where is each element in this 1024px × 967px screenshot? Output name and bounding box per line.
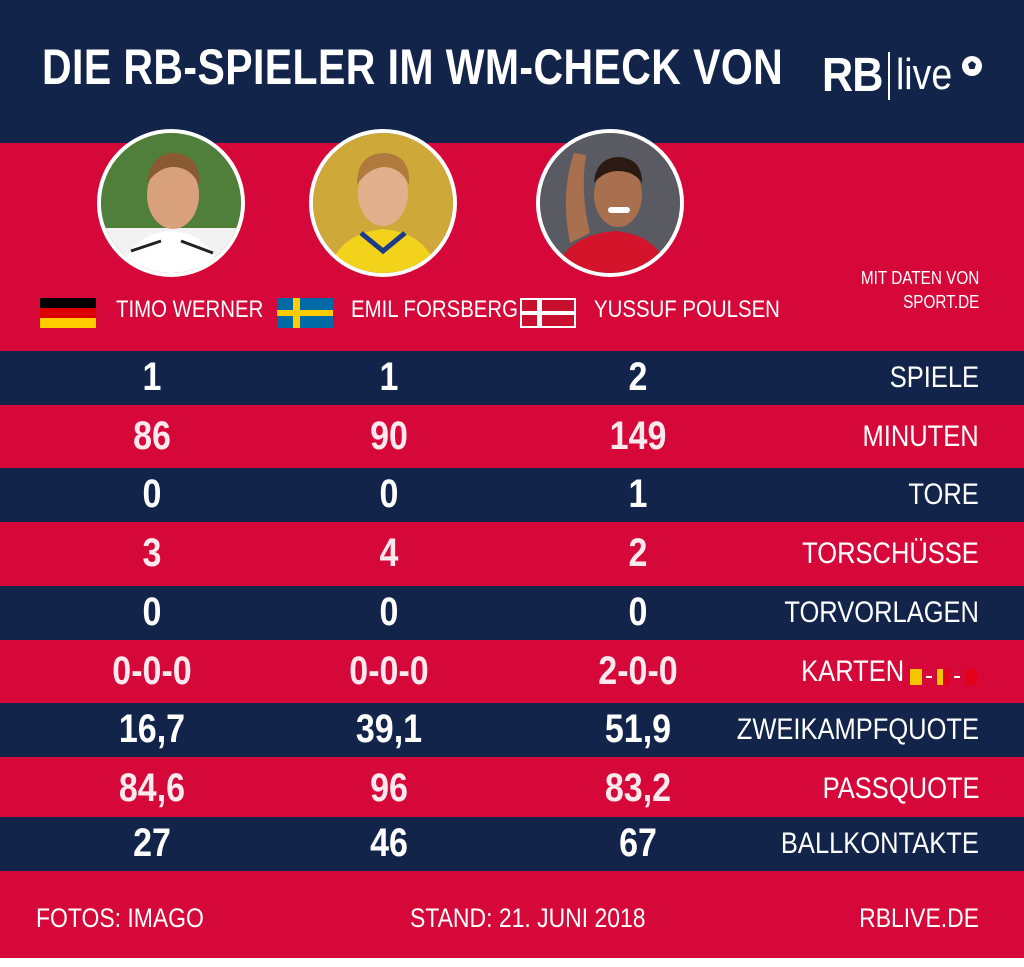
stat-label: BALLKONTAKTE bbox=[781, 827, 979, 860]
player-photo-werner bbox=[97, 129, 245, 277]
denmark-flag-icon bbox=[520, 298, 576, 328]
stat-value: 0-0-0 bbox=[112, 649, 192, 693]
stat-row-torvorlagen: 0 0 0 TORVORLAGEN bbox=[0, 586, 1024, 640]
stat-value: 0 bbox=[379, 472, 399, 516]
yellow-card-icon bbox=[910, 669, 922, 685]
stat-value: 51,9 bbox=[604, 707, 672, 751]
stat-label: KARTEN bbox=[801, 655, 904, 688]
header-bar: DIE RB-SPIELER IM WM-CHECK VON RB live bbox=[0, 0, 1024, 143]
stat-value: 39,1 bbox=[355, 707, 423, 751]
stat-value: 84,6 bbox=[118, 766, 186, 810]
stat-label: ZWEIKAMPFQUOTE bbox=[736, 713, 979, 746]
stat-value: 2 bbox=[628, 531, 648, 575]
stat-value: 0-0-0 bbox=[349, 649, 429, 693]
photo-credit: FOTOS: IMAGO bbox=[36, 903, 204, 933]
stat-value: 4 bbox=[379, 531, 399, 575]
stat-value: 90 bbox=[370, 414, 408, 458]
player-name: TIMO WERNER bbox=[116, 296, 264, 323]
stat-value: 46 bbox=[370, 821, 408, 865]
stat-value: 67 bbox=[619, 821, 657, 865]
stat-row-passquote: 84,6 96 83,2 PASSQUOTE bbox=[0, 762, 1024, 816]
stat-value: 96 bbox=[370, 766, 408, 810]
stat-value: 0 bbox=[379, 590, 399, 634]
stat-value: 0 bbox=[142, 472, 162, 516]
logo-rb-text: RB bbox=[822, 49, 883, 102]
stat-label: TORSCHÜSSE bbox=[802, 537, 979, 570]
germany-flag-icon bbox=[40, 298, 96, 328]
stat-value: 0 bbox=[142, 590, 162, 634]
data-source-note: MIT DATEN VON SPORT.DE bbox=[860, 268, 979, 312]
stat-label: TORE bbox=[908, 478, 979, 511]
date-stamp: STAND: 21. JUNI 2018 bbox=[410, 903, 646, 933]
player-photo-forsberg bbox=[309, 129, 457, 277]
logo-live-text: live bbox=[896, 50, 953, 99]
stat-row-tore: 0 0 1 TORE bbox=[0, 468, 1024, 522]
stat-label: TORVORLAGEN bbox=[784, 596, 979, 629]
stat-row-zweikampfquote: 16,7 39,1 51,9 ZWEIKAMPFQUOTE bbox=[0, 703, 1024, 757]
stat-value: 1 bbox=[628, 472, 648, 516]
stat-value: 1 bbox=[142, 355, 162, 399]
red-card-icon bbox=[965, 669, 977, 685]
soccer-ball-icon bbox=[960, 54, 984, 83]
stat-label: PASSQUOTE bbox=[822, 772, 979, 805]
stat-value: 2 bbox=[628, 355, 648, 399]
stat-label: SPIELE bbox=[889, 361, 979, 394]
stat-row-torschuesse: 3 4 2 TORSCHÜSSE bbox=[0, 527, 1024, 581]
stat-value: 86 bbox=[133, 414, 171, 458]
stat-value: 0 bbox=[628, 590, 648, 634]
player-name: EMIL FORSBERG bbox=[351, 296, 519, 323]
rblive-logo: RB live bbox=[822, 48, 982, 104]
logo-divider bbox=[888, 52, 890, 100]
stat-row-ballkontakte: 27 46 67 BALLKONTAKTE bbox=[0, 817, 1024, 871]
player-name: YUSSUF POULSEN bbox=[594, 296, 780, 323]
stat-row-spiele: 1 1 2 SPIELE bbox=[0, 351, 1024, 405]
stat-value: 16,7 bbox=[118, 707, 186, 751]
stat-value: 149 bbox=[609, 414, 667, 458]
stat-value: 3 bbox=[142, 531, 162, 575]
stat-row-karten: 0-0-0 0-0-0 2-0-0 KARTEN bbox=[0, 645, 1024, 699]
stat-value: 27 bbox=[133, 821, 171, 865]
bottom-divider bbox=[0, 958, 1024, 967]
page-title: DIE RB-SPIELER IM WM-CHECK VON bbox=[42, 39, 784, 95]
sweden-flag-icon bbox=[277, 298, 333, 328]
player-photo-poulsen bbox=[536, 129, 684, 277]
stat-value: 1 bbox=[379, 355, 399, 399]
stat-row-minuten: 86 90 149 MINUTEN bbox=[0, 410, 1024, 464]
stat-label: MINUTEN bbox=[862, 420, 979, 453]
card-legend bbox=[910, 667, 990, 692]
stat-value: 83,2 bbox=[604, 766, 672, 810]
stat-value: 2-0-0 bbox=[598, 649, 678, 693]
site-url: RBLIVE.DE bbox=[859, 903, 979, 933]
